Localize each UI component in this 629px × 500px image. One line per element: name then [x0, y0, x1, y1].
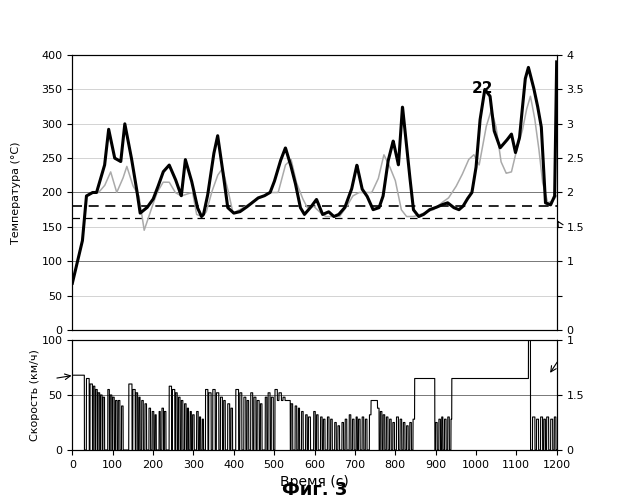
Text: Температура (°C): Температура (°C) [11, 141, 21, 244]
Text: 24: 24 [0, 499, 1, 500]
Text: Скорость (км/ч): Скорость (км/ч) [30, 349, 40, 441]
Text: 22: 22 [472, 81, 493, 96]
Text: 20: 20 [0, 499, 1, 500]
Text: 21: 21 [0, 499, 1, 500]
Text: 23: 23 [0, 499, 1, 500]
X-axis label: Время (с): Время (с) [280, 476, 349, 490]
Text: Фиг. 3: Фиг. 3 [282, 481, 347, 499]
